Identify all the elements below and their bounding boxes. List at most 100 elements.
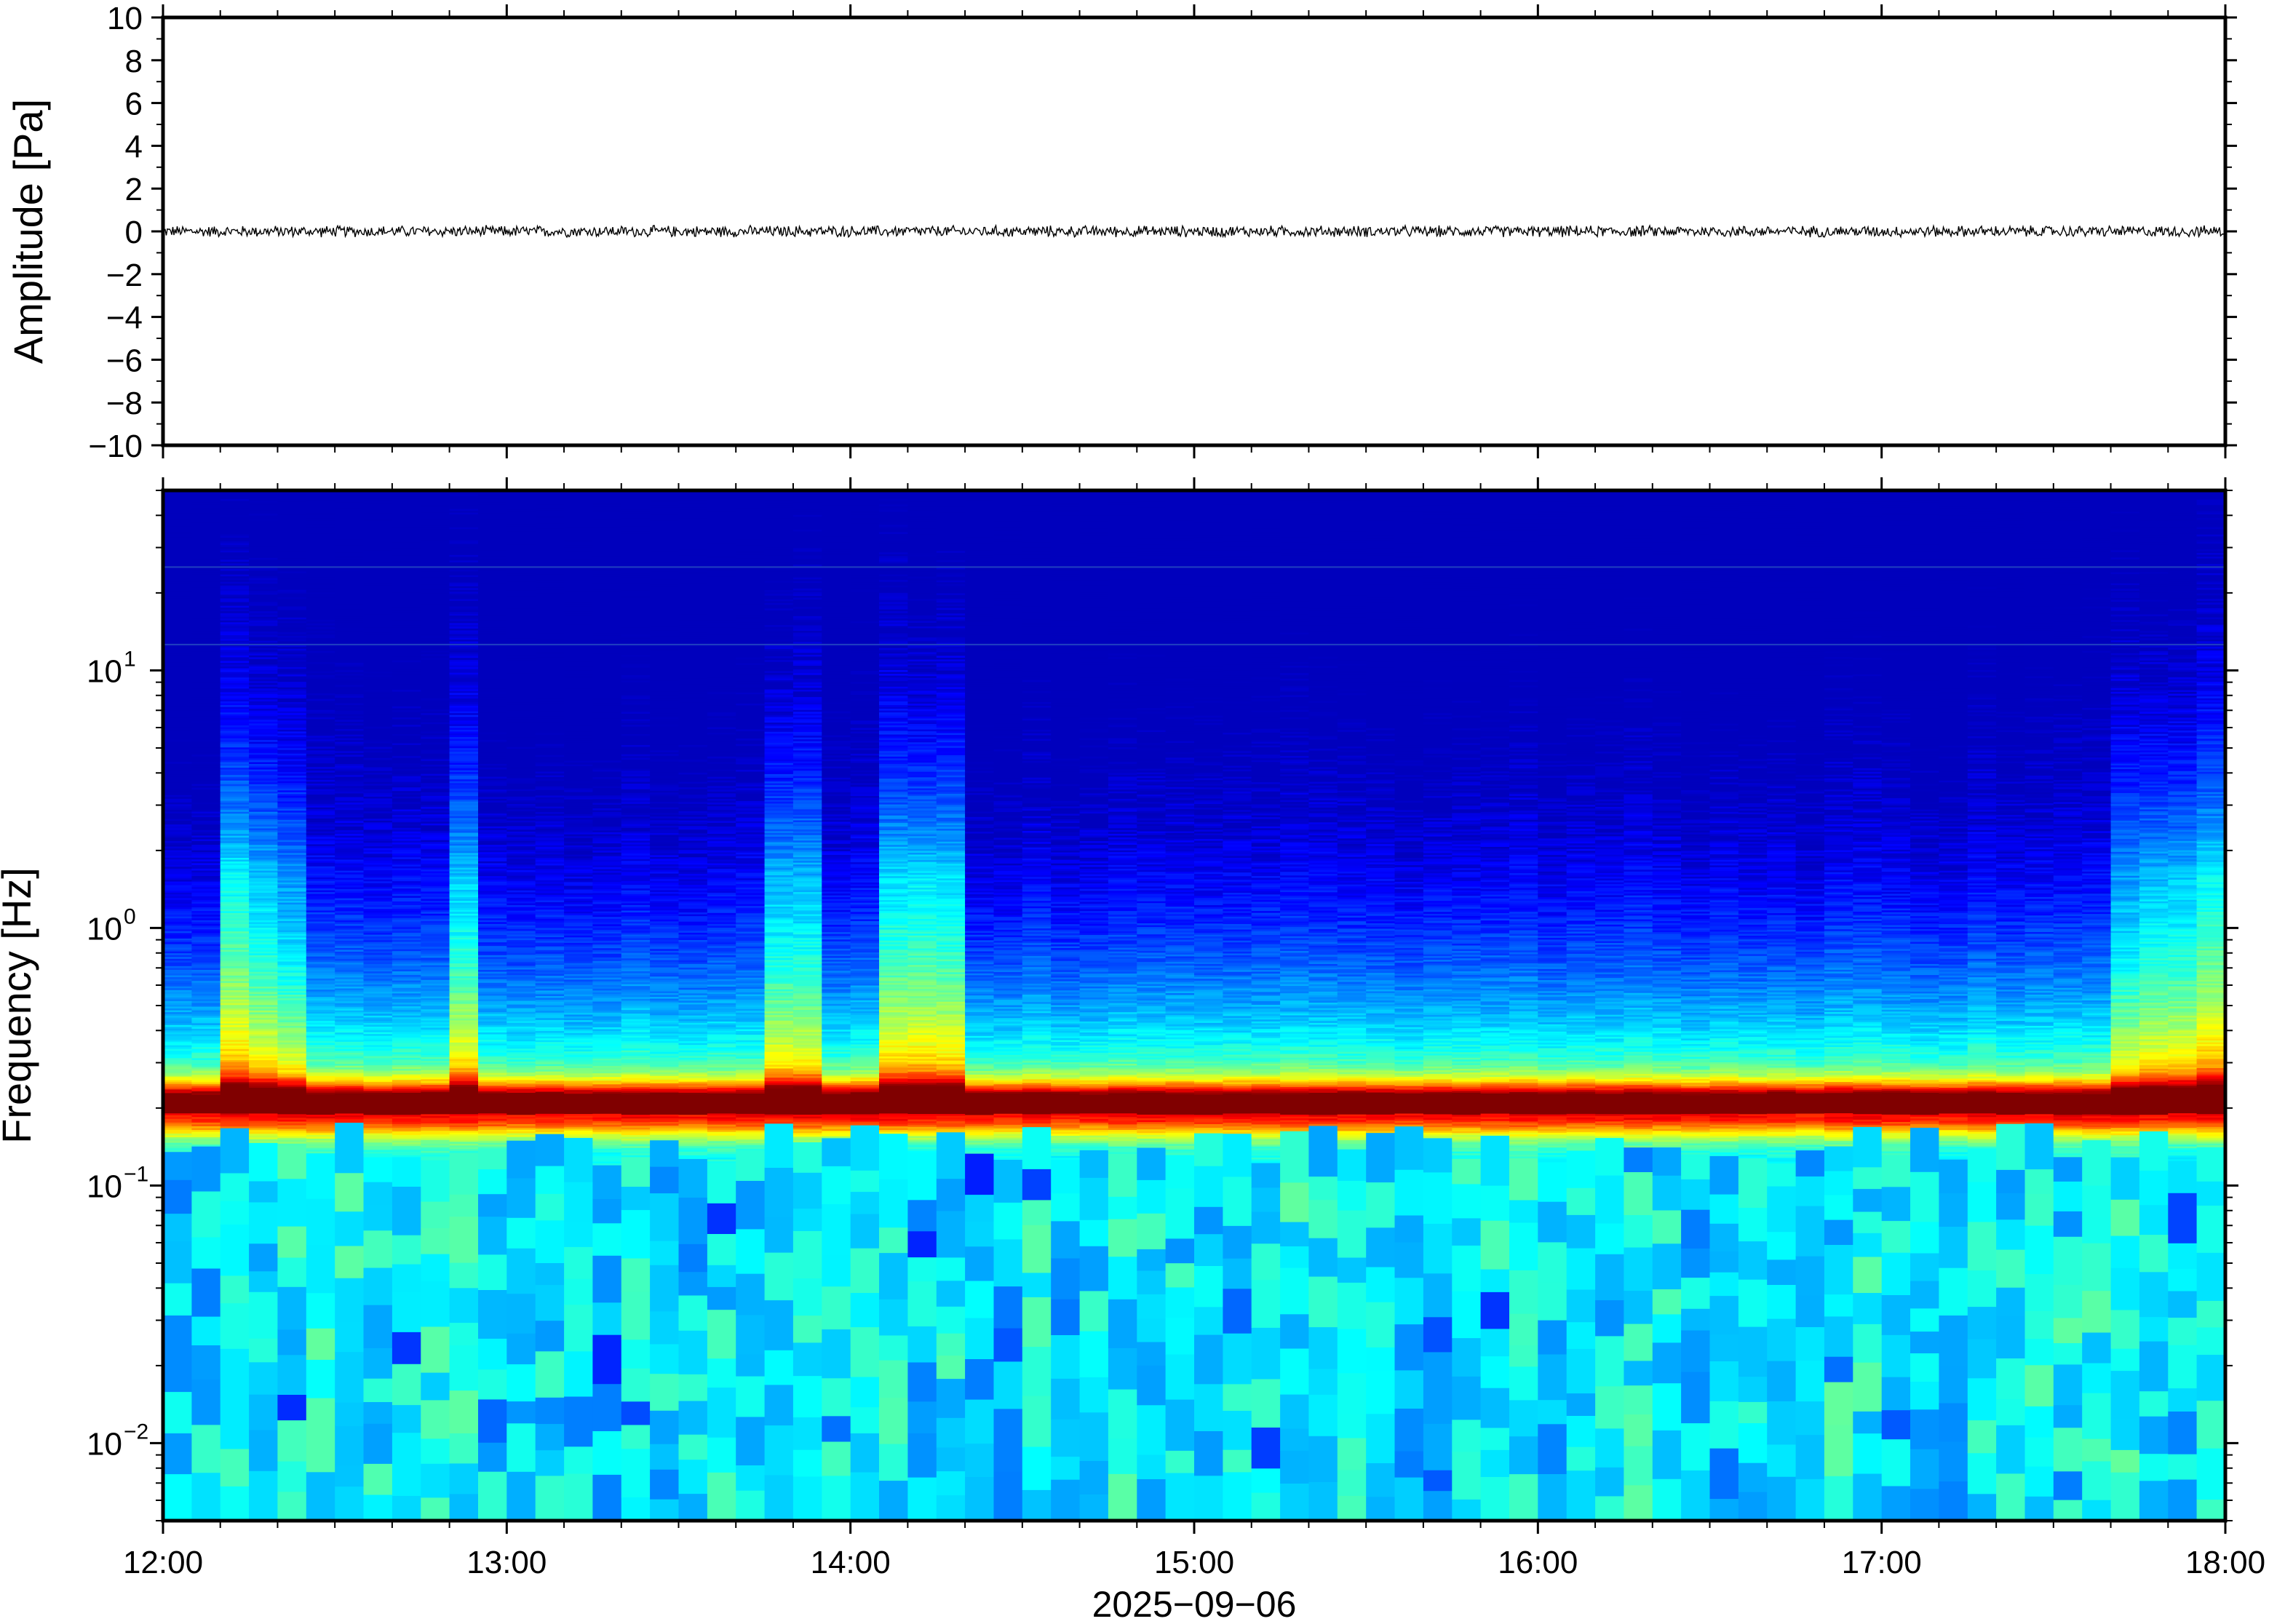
spectrogram-cell bbox=[191, 653, 221, 656]
spectrogram-cell bbox=[277, 534, 307, 537]
spectrogram-cell bbox=[220, 592, 250, 595]
spectrogram-cell bbox=[249, 570, 279, 573]
spectrogram-cell bbox=[163, 1070, 192, 1073]
spectrogram-cell bbox=[163, 1105, 192, 1108]
spectrogram-cell bbox=[306, 1055, 335, 1058]
spectrogram-cell bbox=[306, 1026, 335, 1029]
spectrogram-cell bbox=[277, 610, 307, 613]
spectrogram-cell bbox=[249, 738, 279, 741]
spectrogram-cell bbox=[306, 984, 335, 987]
spectrogram-cell bbox=[220, 613, 250, 616]
spectrogram-cell bbox=[163, 594, 192, 597]
spectrogram-cell bbox=[191, 610, 221, 613]
spectrogram-cell bbox=[220, 988, 250, 991]
spectrogram-cell bbox=[163, 914, 192, 917]
spectrogram-cell bbox=[277, 792, 307, 795]
spectrogram-cell bbox=[220, 802, 250, 805]
spectrogram-cell bbox=[220, 864, 250, 867]
spectrogram-cell bbox=[306, 998, 335, 1001]
spectrogram-cell bbox=[220, 607, 250, 610]
spectrogram-cell bbox=[249, 1014, 279, 1016]
spectrogram-cell bbox=[191, 1059, 221, 1062]
spectrogram-cell bbox=[191, 1472, 221, 1521]
spectrogram-cell bbox=[163, 910, 192, 913]
spectrogram-cell bbox=[277, 918, 307, 921]
spectrogram-cell bbox=[220, 964, 250, 967]
spectrogram-cell bbox=[277, 685, 307, 688]
spectrogram-cell bbox=[191, 1087, 221, 1090]
spectrogram-cell bbox=[220, 723, 250, 725]
spectrogram-cell bbox=[220, 1023, 250, 1026]
spectrogram-cell bbox=[249, 566, 279, 569]
spectrogram-cell bbox=[306, 906, 335, 909]
spectrogram-cell bbox=[306, 937, 335, 940]
spectrogram-cell bbox=[191, 827, 221, 830]
spectrogram-cell bbox=[191, 809, 221, 812]
spectrogram-cell bbox=[306, 1040, 335, 1043]
spectrogram-cell bbox=[220, 837, 250, 840]
spectrogram-cell bbox=[335, 1278, 365, 1322]
spectrogram-cell bbox=[277, 646, 307, 649]
spectrogram-cell bbox=[277, 1016, 307, 1019]
spectrogram-cell bbox=[220, 520, 250, 523]
spectrogram-cell bbox=[220, 822, 250, 825]
spectrogram-cell bbox=[306, 840, 335, 843]
spectrogram-cell bbox=[163, 498, 192, 501]
spectrogram-cell bbox=[191, 1123, 221, 1126]
spectrogram-cell bbox=[335, 1211, 365, 1246]
spectrogram-cell bbox=[191, 549, 221, 553]
spectrogram-cell bbox=[335, 1465, 365, 1487]
spectrogram-cell bbox=[191, 945, 221, 948]
spectrogram-cell bbox=[449, 1433, 479, 1464]
spectrogram-cell bbox=[277, 510, 307, 513]
spectrogram-cell bbox=[163, 688, 192, 690]
spectrogram-cell bbox=[249, 995, 279, 998]
spectrogram-cell bbox=[277, 889, 307, 892]
spectrogram-cell bbox=[306, 1139, 335, 1143]
spectrogram-cell bbox=[277, 648, 307, 651]
spectrogram-cell bbox=[249, 732, 279, 735]
spectrogram-cell bbox=[277, 1060, 307, 1063]
spectrogram-cell bbox=[249, 1126, 279, 1129]
spectrogram-cell bbox=[163, 923, 192, 926]
spectrogram-cell bbox=[220, 625, 250, 628]
spectrogram-cell bbox=[163, 1078, 192, 1080]
spectrogram-cell bbox=[220, 951, 250, 954]
spectrogram-cell bbox=[191, 955, 221, 958]
spectrogram-cell bbox=[478, 1289, 507, 1339]
spectrogram-cell bbox=[277, 520, 307, 522]
spectrogram-cell bbox=[277, 837, 307, 840]
spectrogram-cell bbox=[191, 767, 221, 770]
spectrogram-cell bbox=[249, 1054, 279, 1057]
spectrogram-cell bbox=[277, 635, 307, 638]
spectrogram-cell bbox=[163, 955, 192, 958]
spectrogram-cell bbox=[277, 762, 307, 765]
spectrogram-cell bbox=[191, 561, 221, 564]
amplitude-y-tick-label: −6 bbox=[106, 343, 143, 378]
spectrogram-cell bbox=[306, 1083, 335, 1086]
spectrogram-cell bbox=[363, 1348, 393, 1379]
spectrogram-cell bbox=[306, 866, 335, 869]
spectrogram-cell bbox=[249, 1270, 279, 1292]
spectrogram-cell bbox=[306, 928, 335, 931]
spectrogram-cell bbox=[163, 678, 192, 681]
spectrogram-cell bbox=[249, 1048, 279, 1051]
spectrogram-cell bbox=[191, 1104, 221, 1107]
spectrogram-cell bbox=[220, 872, 250, 875]
spectrogram-cell bbox=[220, 947, 250, 950]
spectrogram-cell bbox=[277, 906, 307, 909]
spectrogram-cell bbox=[306, 860, 335, 863]
spectrogram-cell bbox=[249, 960, 279, 963]
spectrogram-cell bbox=[220, 682, 250, 685]
spectrogram-cell bbox=[277, 990, 307, 993]
amplitude-y-tick-label: 0 bbox=[125, 215, 143, 250]
spectrogram-cell bbox=[220, 524, 250, 527]
spectrogram-cell bbox=[306, 1149, 335, 1152]
spectrogram-cell bbox=[191, 614, 221, 617]
spectrogram-cell bbox=[220, 811, 250, 814]
spectrogram-cell bbox=[191, 868, 221, 871]
spectrogram-cell bbox=[277, 1139, 307, 1142]
spectrogram-cell bbox=[191, 736, 221, 739]
spectrogram-cell bbox=[306, 971, 335, 974]
spectrogram-cell bbox=[249, 682, 279, 685]
